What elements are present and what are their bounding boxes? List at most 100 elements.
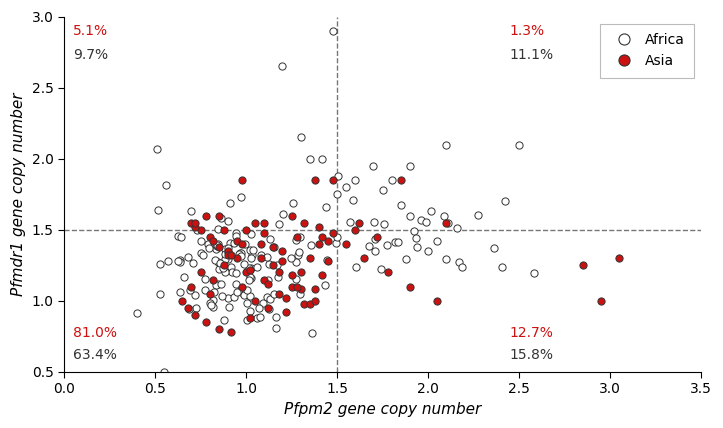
Point [173,232,184,239]
Point [231,255,243,262]
Point [367,162,379,169]
Point [236,177,248,184]
Point [254,241,266,247]
Point [332,172,343,179]
Point [408,228,419,235]
Point [401,255,412,262]
Point [235,194,247,201]
Point [290,259,301,265]
Point [295,134,307,141]
Point [243,276,254,283]
Point [451,225,463,232]
Point [262,280,274,287]
Point [322,258,334,265]
Point [245,274,257,281]
Point [203,245,215,252]
Point [218,317,230,324]
Point [328,177,339,184]
Point [247,247,259,253]
Point [214,259,226,266]
Point [307,330,318,336]
Point [577,262,589,269]
Point [235,250,247,257]
Point [328,27,339,34]
Point [286,212,297,219]
Point [411,244,423,251]
Point [389,238,401,245]
Point [153,207,164,214]
Point [207,297,218,303]
Point [184,287,196,294]
Point [172,258,184,265]
Point [218,262,230,269]
Point [529,269,540,276]
Point [268,244,280,251]
Point [273,269,285,276]
Point [432,297,443,304]
Point [241,287,253,294]
Point [294,233,305,240]
Point [239,241,251,247]
Point [230,281,241,288]
Point [411,235,422,241]
Point [442,219,454,226]
Point [209,242,221,249]
Point [213,266,224,273]
Point [369,235,381,242]
Text: 9.7%: 9.7% [73,48,108,62]
Point [256,251,268,258]
Point [175,257,187,264]
Point [261,253,273,260]
Point [277,248,288,255]
Point [194,238,206,244]
Point [194,250,206,257]
Point [497,263,508,270]
Point [204,300,215,306]
Point [241,300,253,307]
Point [258,219,270,226]
Point [154,291,166,298]
Point [215,281,227,288]
Point [331,234,343,241]
Point [349,226,361,233]
Point [304,300,315,307]
Point [368,218,380,225]
Point [309,177,321,184]
Point [212,280,223,287]
Point [161,181,172,188]
Point [252,264,263,270]
Point [222,218,234,225]
Point [270,324,281,331]
Point [176,297,188,304]
Point [235,250,247,257]
Point [309,286,321,293]
Legend: Africa, Asia: Africa, Asia [600,24,694,78]
Point [499,198,510,205]
Point [405,212,416,219]
Point [223,248,234,255]
Point [213,212,225,219]
Point [230,270,241,276]
Point [292,251,304,258]
Point [155,260,166,267]
Point [294,291,306,297]
Point [213,244,225,250]
Point [268,262,279,269]
Point [341,241,352,247]
Point [189,292,200,299]
Point [244,315,255,321]
Text: 1.3%: 1.3% [510,24,545,38]
Point [425,207,437,214]
Point [422,248,434,255]
Point [304,255,315,262]
Point [395,202,407,208]
Point [453,259,465,266]
Point [291,283,303,290]
Point [319,281,330,288]
Point [220,246,231,253]
Point [194,269,206,276]
Point [236,288,247,295]
Point [213,225,224,232]
Point [223,239,235,246]
Point [395,177,406,184]
